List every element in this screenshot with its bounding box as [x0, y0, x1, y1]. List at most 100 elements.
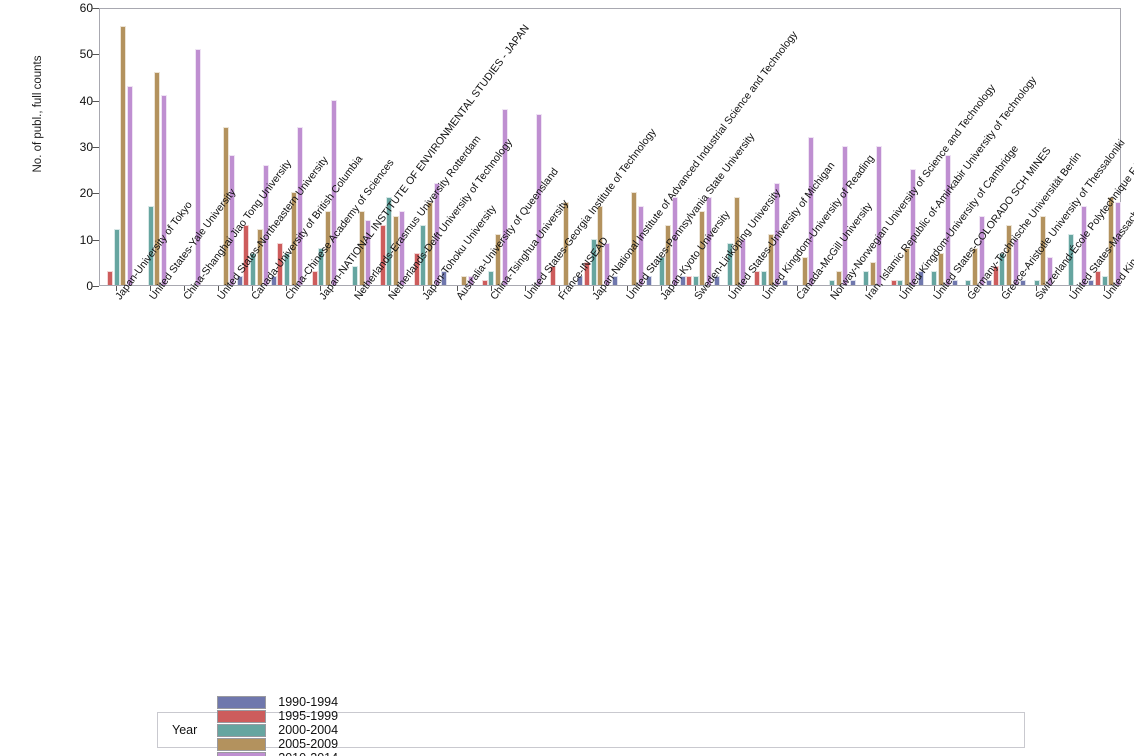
- bar[interactable]: [829, 280, 836, 285]
- bar[interactable]: [944, 155, 951, 285]
- bar[interactable]: [754, 271, 761, 285]
- bar[interactable]: [577, 275, 584, 285]
- bar[interactable]: [978, 215, 985, 285]
- bar[interactable]: [876, 146, 883, 285]
- bar[interactable]: [243, 224, 250, 285]
- bar[interactable]: [324, 210, 331, 285]
- bar[interactable]: [863, 271, 870, 285]
- bar[interactable]: [549, 266, 556, 285]
- bar[interactable]: [297, 127, 304, 285]
- bar[interactable]: [740, 238, 747, 285]
- bar[interactable]: [992, 266, 999, 285]
- bar[interactable]: [699, 210, 706, 285]
- bar[interactable]: [686, 275, 693, 285]
- bar[interactable]: [999, 252, 1006, 285]
- bar[interactable]: [290, 192, 297, 285]
- bar[interactable]: [256, 229, 263, 285]
- bar[interactable]: [277, 243, 284, 285]
- bar[interactable]: [481, 280, 488, 285]
- bar[interactable]: [971, 247, 978, 285]
- bar[interactable]: [249, 252, 256, 285]
- bar[interactable]: [318, 247, 325, 285]
- bar[interactable]: [331, 99, 338, 285]
- bar[interactable]: [611, 275, 618, 285]
- bar[interactable]: [910, 169, 917, 285]
- bar[interactable]: [467, 275, 474, 285]
- bar[interactable]: [263, 164, 270, 285]
- bar[interactable]: [1012, 238, 1019, 285]
- bar[interactable]: [379, 224, 386, 285]
- bar[interactable]: [399, 210, 406, 285]
- bar[interactable]: [774, 183, 781, 285]
- bar[interactable]: [781, 280, 788, 285]
- legend-item[interactable]: 2000-2004: [217, 723, 384, 737]
- bar[interactable]: [113, 229, 120, 285]
- bar[interactable]: [808, 136, 815, 285]
- bar[interactable]: [154, 71, 161, 285]
- bar[interactable]: [107, 271, 114, 285]
- bar[interactable]: [869, 261, 876, 285]
- bar[interactable]: [603, 243, 610, 285]
- bar[interactable]: [965, 280, 972, 285]
- bar[interactable]: [365, 220, 372, 285]
- bar[interactable]: [120, 25, 127, 285]
- bar[interactable]: [952, 280, 959, 285]
- bar[interactable]: [413, 252, 420, 285]
- bar[interactable]: [386, 196, 393, 285]
- bar[interactable]: [1080, 206, 1087, 285]
- legend-item[interactable]: 1995-1999: [217, 709, 384, 723]
- bar[interactable]: [420, 224, 427, 285]
- bar[interactable]: [160, 95, 167, 285]
- bar[interactable]: [1088, 280, 1095, 285]
- bar[interactable]: [890, 280, 897, 285]
- bar[interactable]: [270, 275, 277, 285]
- bar[interactable]: [563, 201, 570, 285]
- bar[interactable]: [767, 234, 774, 285]
- bar[interactable]: [692, 275, 699, 285]
- bar[interactable]: [726, 243, 733, 285]
- legend-item[interactable]: 2010-2014: [217, 751, 384, 756]
- bar[interactable]: [645, 275, 652, 285]
- bar[interactable]: [903, 247, 910, 285]
- bar[interactable]: [842, 146, 849, 285]
- bar[interactable]: [284, 252, 291, 285]
- bar[interactable]: [897, 280, 904, 285]
- bar[interactable]: [1101, 275, 1108, 285]
- bar[interactable]: [1046, 257, 1053, 285]
- bar[interactable]: [460, 275, 467, 285]
- bar[interactable]: [665, 224, 672, 285]
- bar[interactable]: [706, 196, 713, 285]
- bar[interactable]: [631, 192, 638, 285]
- bar[interactable]: [658, 257, 665, 285]
- legend-item[interactable]: 2005-2009: [217, 737, 384, 751]
- bar[interactable]: [236, 275, 243, 285]
- bar[interactable]: [918, 271, 925, 285]
- bar[interactable]: [590, 238, 597, 285]
- bar[interactable]: [195, 48, 202, 285]
- bar[interactable]: [597, 206, 604, 285]
- bar[interactable]: [679, 275, 686, 285]
- bar[interactable]: [1006, 224, 1013, 285]
- bar[interactable]: [1114, 201, 1121, 285]
- bar[interactable]: [433, 183, 440, 285]
- legend-item[interactable]: 1990-1994: [217, 695, 384, 709]
- bar[interactable]: [801, 257, 808, 285]
- bar[interactable]: [835, 271, 842, 285]
- bar[interactable]: [584, 261, 591, 285]
- bar[interactable]: [1020, 280, 1027, 285]
- bar[interactable]: [488, 271, 495, 285]
- bar[interactable]: [850, 280, 856, 285]
- bar[interactable]: [637, 206, 644, 285]
- bar[interactable]: [392, 215, 399, 285]
- bar[interactable]: [760, 271, 767, 285]
- bar[interactable]: [1033, 280, 1040, 285]
- bar[interactable]: [147, 206, 154, 285]
- bar[interactable]: [426, 201, 433, 285]
- bar[interactable]: [222, 127, 229, 285]
- bar[interactable]: [441, 271, 448, 285]
- bar[interactable]: [1108, 196, 1115, 285]
- bar[interactable]: [352, 266, 359, 285]
- bar[interactable]: [535, 113, 542, 285]
- bar[interactable]: [986, 280, 993, 285]
- bar[interactable]: [713, 275, 720, 285]
